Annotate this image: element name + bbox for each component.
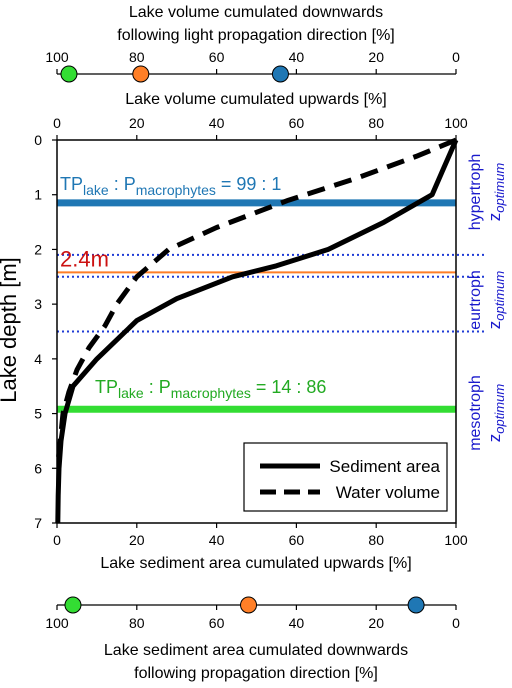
x2-tick-label: 80 (368, 115, 384, 131)
plot-frame (56, 139, 457, 524)
bottom-scale-marker (407, 596, 425, 614)
top-scale-marker (132, 65, 150, 83)
y-tick-label: 0 (34, 132, 42, 148)
x-tick-label: 20 (129, 532, 145, 548)
ratio-annotation-top-part: : P (109, 174, 136, 194)
legend-box (243, 442, 448, 512)
bottom-axis-title-line1: Lake sediment area cumulated downwards (104, 642, 408, 659)
y-tick-label: 7 (34, 515, 42, 531)
bottom-scale-tick-label: 60 (209, 615, 225, 631)
x-tick-label: 80 (368, 532, 384, 548)
top-scale-tick-label: 20 (368, 49, 384, 65)
top-scale-marker (271, 65, 289, 83)
ratio-annotation-bottom-part: TP (95, 377, 118, 397)
legend: Sediment area Water volume (243, 442, 448, 512)
ratio-annotation-top: TPlake : Pmacrophytes = 99 : 1 (60, 174, 281, 198)
depth-mark-label: 2.4m (60, 246, 109, 271)
ratio-annotation-bottom: TPlake : Pmacrophytes = 14 : 86 (95, 377, 326, 401)
legend-label: Water volume (336, 483, 440, 502)
y-tick-label: 5 (34, 406, 42, 422)
x-tick-label: 60 (289, 532, 305, 548)
zone-sub-label-z: z (485, 434, 504, 443)
x-tick-label: 40 (209, 532, 225, 548)
ratio-annotation-bottom-part: lake (118, 385, 144, 401)
zone-label: hypertroph (467, 154, 484, 231)
zone-sub-label-sub: optimum (492, 271, 507, 321)
x2-tick-label: 40 (209, 115, 225, 131)
x2-tick-label: 100 (444, 115, 468, 131)
zone-sub-label: zoptimum (485, 271, 507, 330)
y-axis-title: Lake depth [m] (0, 257, 21, 403)
x2-tick-label: 60 (289, 115, 305, 131)
y-tick-label: 6 (34, 460, 42, 476)
bottom-scale-marker (240, 596, 258, 614)
x2-axis-title: Lake volume cumulated upwards [%] (125, 91, 386, 108)
zone-label: mesotroph (467, 375, 484, 451)
bottom-scale-marker (64, 596, 82, 614)
bottom-axis-title-line2: following propagation direction [%] (134, 665, 378, 682)
zone-label: eurtroph (467, 270, 484, 330)
ratio-annotation-top-part: lake (83, 182, 109, 198)
zone-sub-label-sub: optimum (492, 384, 507, 434)
zone-sub-label-z: z (485, 213, 504, 222)
x2-tick-label: 20 (129, 115, 145, 131)
top-axis-title-line2: following light propagation direction [%… (117, 27, 395, 44)
bottom-scale-tick-label: 0 (452, 615, 460, 631)
zone-sub-label: zoptimum (485, 384, 507, 443)
ratio-annotation-top-part: macrophytes (136, 182, 216, 198)
top-scale-marker (60, 65, 78, 83)
ratio-annotation-top-part: TP (60, 174, 83, 194)
bottom-scale-tick-label: 40 (289, 615, 305, 631)
top-scale-tick-label: 100 (45, 49, 69, 65)
top-scale-tick-label: 40 (289, 49, 305, 65)
ratio-annotation-top-part: = 99 : 1 (216, 174, 282, 194)
top-scale-tick-label: 0 (452, 49, 460, 65)
x2-tick-label: 0 (53, 115, 61, 131)
y-tick-label: 2 (34, 241, 42, 257)
ratio-annotation-bottom-part: macrophytes (171, 385, 251, 401)
y-tick-label: 3 (34, 296, 42, 312)
x-axis-title: Lake sediment area cumulated upwards [%] (100, 555, 411, 572)
top-scale-tick-label: 60 (209, 49, 225, 65)
ratio-annotation-bottom-part: = 14 : 86 (251, 377, 327, 397)
x-tick-label: 100 (444, 532, 468, 548)
top-axis-title-line1: Lake volume cumulated downwards (129, 4, 383, 21)
y-tick-label: 1 (34, 187, 42, 203)
ratio-annotation-bottom-part: : P (144, 377, 171, 397)
zone-sub-label-z: z (485, 321, 504, 330)
bottom-scale-tick-label: 20 (368, 615, 384, 631)
bottom-scale: 100 80 60 40 20 0 (45, 596, 460, 631)
y-tick-label: 4 (34, 351, 42, 367)
legend-label: Sediment area (329, 457, 440, 476)
top-scale-tick-label: 80 (129, 49, 145, 65)
zone-sub-label: zoptimum (485, 163, 507, 222)
bottom-scale-tick-label: 80 (129, 615, 145, 631)
zone-sub-label-sub: optimum (492, 163, 507, 213)
x-tick-label: 0 (53, 532, 61, 548)
top-scale: 100 80 60 40 20 0 (45, 49, 460, 83)
bottom-scale-tick-label: 100 (45, 615, 69, 631)
